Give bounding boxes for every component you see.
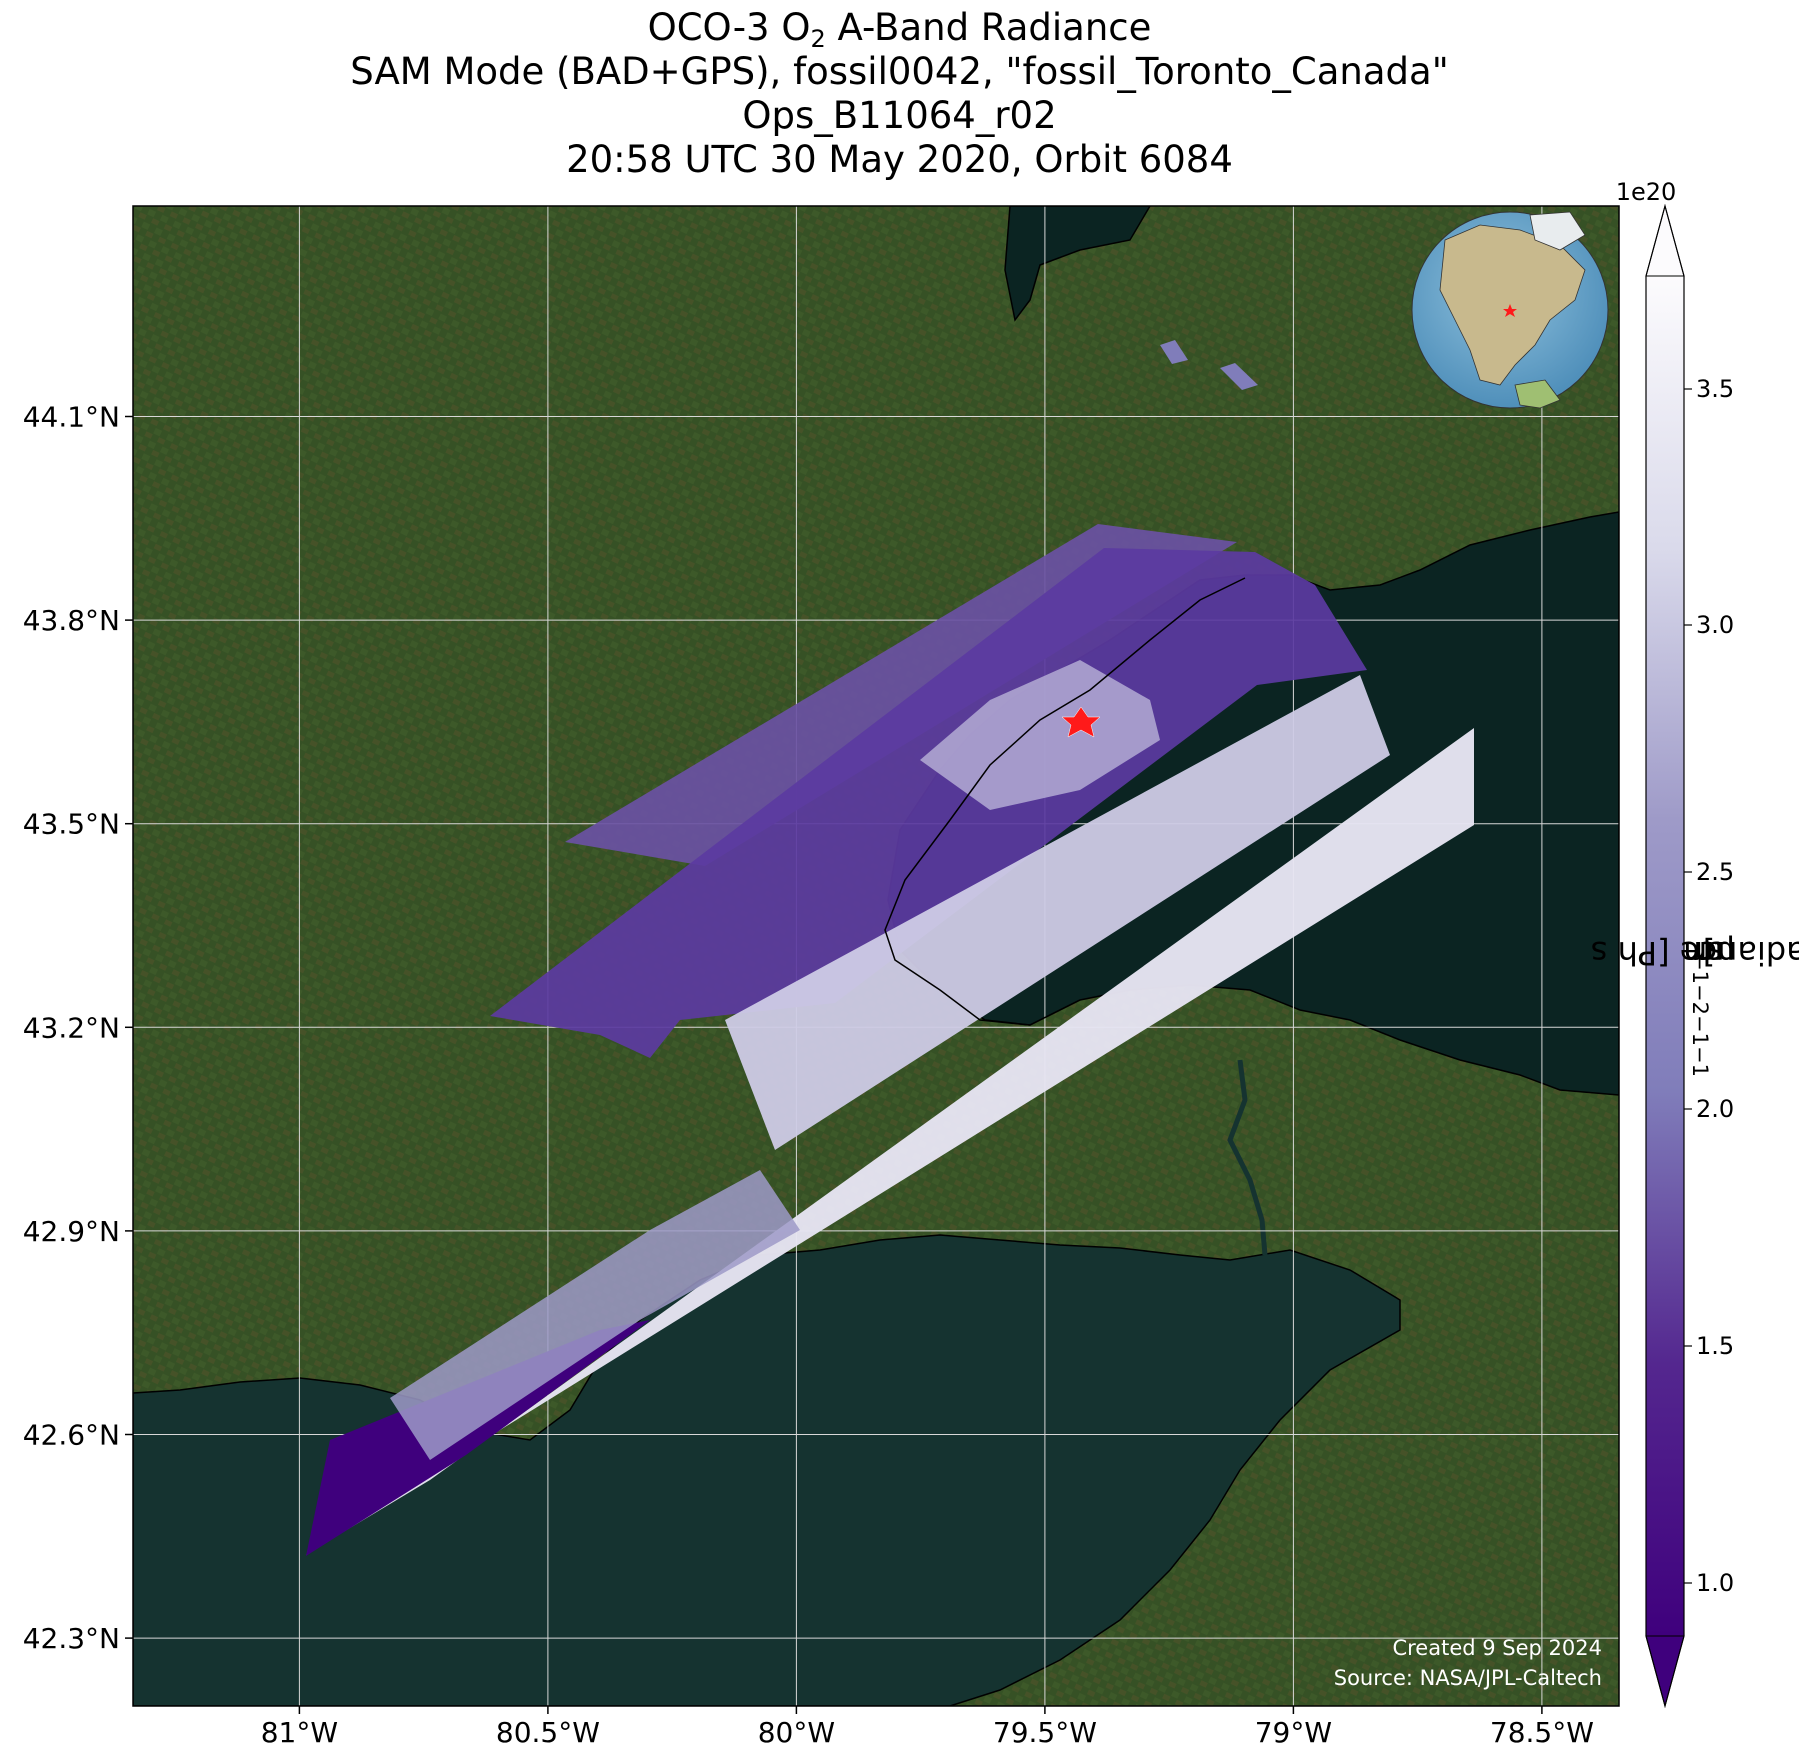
cbar-tick-label-1.5: 1.5	[1696, 1332, 1734, 1360]
ytick-label-43.2: 43.2°N	[23, 1011, 120, 1044]
globe-south-america	[1514, 379, 1561, 409]
ytick-label-42.6: 42.6°N	[23, 1419, 120, 1452]
radiance-swaths	[305, 340, 1474, 1556]
map-frame	[132, 205, 1620, 1707]
colorbar-extend-bottom	[1645, 1635, 1685, 1708]
xtick-label-81: 81°W	[261, 1716, 338, 1749]
stray-pixel-2	[1220, 363, 1258, 390]
colorbar: 1e20 1.0 1.5 2.0 2.5 3.0 3.5	[1616, 178, 1734, 1709]
title-line-2: SAM Mode (BAD+GPS), fossil0042, "fossil_…	[350, 50, 1449, 93]
ytick-label-42.9: 42.9°N	[23, 1215, 120, 1248]
toronto-boundary	[884, 577, 1246, 1026]
globe-north-america	[1439, 224, 1586, 386]
ytick-label-43.5: 43.5°N	[23, 808, 120, 841]
colorbar-outline	[1645, 203, 1685, 1709]
xtick-label-79.5: 79.5°W	[993, 1716, 1097, 1749]
map-axis-ticks	[125, 415, 1543, 1714]
cbar-tick-label-3.0: 3.0	[1696, 611, 1734, 639]
cbar-tick-label-1.0: 1.0	[1696, 1569, 1734, 1597]
cbar-tick-label-2.5: 2.5	[1696, 858, 1734, 886]
title-line-3: Ops_B11064_r02	[742, 94, 1057, 137]
globe-target-star	[1503, 304, 1517, 317]
swath-2-highlight	[920, 660, 1160, 810]
credit-created: Created 9 Sep 2024	[1392, 1636, 1602, 1660]
stray-pixel-1	[1160, 340, 1188, 364]
xtick-label-79: 79°W	[1255, 1716, 1332, 1749]
xtick-label-78.5: 78.5°W	[1490, 1716, 1594, 1749]
target-star	[1061, 706, 1101, 738]
lat-tick-labels: 42.3°N 42.6°N 42.9°N 43.2°N 43.5°N 43.8°…	[23, 401, 120, 1656]
cbar-tick-label-2.0: 2.0	[1696, 1095, 1734, 1123]
colorbar-ticks: 1.0 1.5 2.0 2.5 3.0 3.5	[1684, 375, 1734, 1597]
colorbar-extend-top	[1645, 204, 1685, 277]
xtick-label-80.5: 80.5°W	[496, 1716, 600, 1749]
ytick-label-42.3: 42.3°N	[23, 1622, 120, 1655]
colorbar-gradient	[1646, 276, 1684, 1636]
swath-4-midtone	[390, 1170, 800, 1460]
chart-title: OCO-3 O2 A-Band Radiance SAM Mode (BAD+G…	[0, 6, 1799, 182]
globe-greenland	[1529, 211, 1586, 251]
swath-3	[725, 675, 1390, 1150]
inset-globe	[1411, 211, 1609, 409]
title-line-1: OCO-3 O2 A-Band Radiance	[647, 6, 1152, 53]
credit-source: Source: NASA/JPL-Caltech	[1334, 1666, 1602, 1690]
map-area: Created 9 Sep 2024 Source: NASA/JPL-Calt…	[133, 206, 1619, 1706]
ytick-label-44.1: 44.1°N	[23, 401, 120, 434]
swath-4-lower	[306, 1320, 650, 1556]
georgian-bay	[1004, 206, 1151, 322]
lon-tick-labels: 81°W 80.5°W 80°W 79.5°W 79°W 78.5°W	[261, 1716, 1594, 1749]
xtick-label-80: 80°W	[758, 1716, 835, 1749]
niagara-river	[1227, 1059, 1268, 1256]
title-line-4: 20:58 UTC 30 May 2020, Orbit 6084	[566, 138, 1233, 181]
swath-2	[490, 548, 1367, 1058]
ytick-label-43.8: 43.8°N	[23, 604, 120, 637]
cbar-tick-label-3.5: 3.5	[1696, 375, 1734, 403]
colorbar-exponent: 1e20	[1616, 178, 1677, 206]
